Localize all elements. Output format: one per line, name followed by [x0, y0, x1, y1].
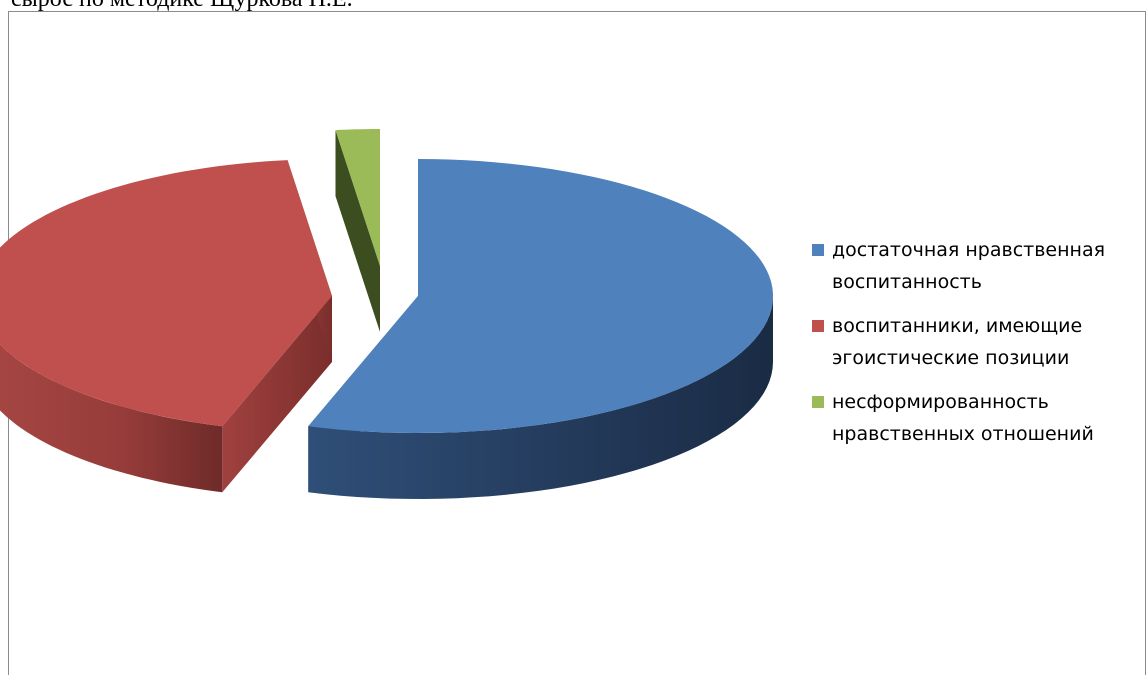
legend-label-cont: нравственных отношений [832, 423, 1094, 445]
legend-item: достаточная нравственная воспитанность [812, 234, 1142, 298]
slice-red-top [0, 160, 332, 427]
document-text-line: сырос по методике Щуркова Н.Е. [11, 0, 353, 13]
legend-swatch-blue [812, 244, 824, 256]
legend-swatch-red [812, 320, 824, 332]
legend-label-cont: воспитанность [832, 271, 982, 293]
legend-label: достаточная нравственная [832, 239, 1106, 261]
legend-swatch-green [812, 396, 824, 408]
slice-green [335, 129, 380, 332]
slice-blue-side [308, 296, 773, 499]
legend-item: несформированность нравственных отношени… [812, 386, 1142, 450]
slice-blue-top [308, 159, 773, 433]
slice-green-top [335, 129, 380, 266]
slice-red-cut-face [222, 296, 332, 493]
slice-blue [308, 159, 773, 499]
legend-label: воспитанники, имеющие [832, 315, 1083, 337]
slice-green-cut-face [335, 130, 380, 332]
slice-red-side [0, 344, 223, 493]
legend-item: воспитанники, имеющие эгоистические пози… [812, 310, 1142, 374]
chart-legend: достаточная нравственная воспитанность в… [812, 234, 1142, 462]
legend-label: несформированность [832, 391, 1049, 413]
legend-label-cont: эгоистические позиции [832, 347, 1070, 369]
slice-red [0, 160, 332, 493]
